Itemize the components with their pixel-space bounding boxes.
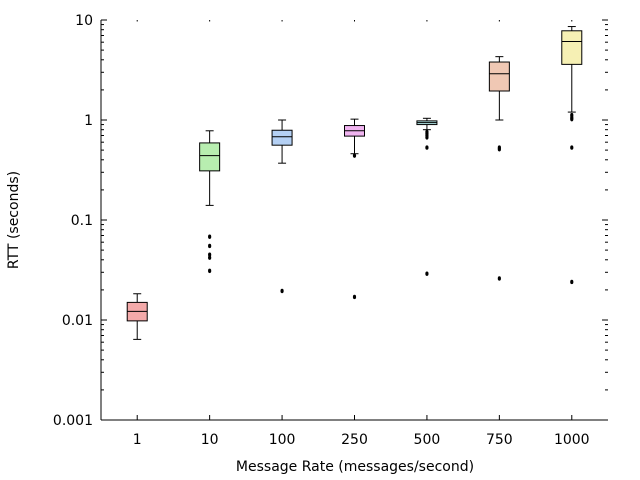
outlier-point xyxy=(352,294,357,300)
y-tick-label: 0.001 xyxy=(53,413,93,429)
x-axis-label: Message Rate (messages/second) xyxy=(236,459,474,475)
box-series xyxy=(126,26,583,340)
box-250 xyxy=(344,118,365,300)
y-axis-label: RTT (seconds) xyxy=(6,171,22,269)
x-tick-label: 1000 xyxy=(554,432,590,448)
box-1000 xyxy=(561,26,583,285)
box-500 xyxy=(416,117,438,276)
box-10 xyxy=(199,130,221,274)
outlier-point xyxy=(497,276,501,281)
plot-area xyxy=(100,20,608,421)
outlier-point xyxy=(425,135,429,140)
box-100 xyxy=(271,119,293,294)
iqr-box xyxy=(488,61,510,92)
box-1 xyxy=(126,293,148,340)
x-tick-label: 10 xyxy=(201,432,219,448)
x-tick-label: 750 xyxy=(486,432,513,448)
outlier-point xyxy=(497,147,501,152)
outlier-point xyxy=(425,145,429,150)
iqr-box xyxy=(199,142,221,172)
box-750 xyxy=(488,56,510,281)
y-tick-label: 0.01 xyxy=(62,313,93,329)
x-tick-label: 1 xyxy=(133,432,142,448)
y-tick-label: 0.1 xyxy=(71,213,93,229)
iqr-box xyxy=(561,30,583,65)
x-axis: 1 10 100 250 500 750 1000 xyxy=(133,20,590,448)
x-tick-label: 250 xyxy=(341,432,368,448)
outlier-point xyxy=(570,116,574,122)
y-tick-label: 1 xyxy=(84,113,93,129)
iqr-box xyxy=(271,129,293,146)
y-tick-label: 10 xyxy=(75,13,93,29)
x-tick-label: 500 xyxy=(414,432,441,448)
outlier-point xyxy=(208,243,212,249)
outlier-point xyxy=(208,268,212,274)
outlier-point xyxy=(570,145,574,150)
x-tick-label: 100 xyxy=(269,432,296,448)
outlier-point xyxy=(425,271,429,276)
outlier-point xyxy=(570,279,574,285)
y-axis: 10 1 0.1 0.01 0.001 xyxy=(53,13,608,429)
outlier-point xyxy=(280,288,284,294)
outlier-point xyxy=(208,255,212,260)
outlier-point xyxy=(208,234,212,239)
outlier-point xyxy=(352,153,357,158)
